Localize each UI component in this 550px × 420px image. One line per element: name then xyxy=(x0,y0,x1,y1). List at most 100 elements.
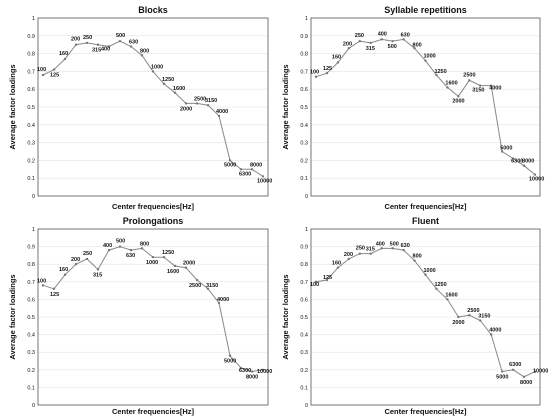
point-label: 500 xyxy=(116,33,125,39)
data-point xyxy=(446,86,449,89)
data-point xyxy=(184,266,188,269)
x-axis-label: Center frequencies[Hz] xyxy=(112,407,195,416)
data-point xyxy=(522,164,526,167)
point-label: 125 xyxy=(323,66,332,72)
y-tick-label: 0.1 xyxy=(27,176,35,182)
point-label: 800 xyxy=(413,42,422,48)
y-tick-label: 0 xyxy=(305,403,308,409)
data-point xyxy=(522,375,526,379)
y-tick-label: 0.9 xyxy=(27,245,35,251)
data-point xyxy=(129,45,133,48)
data-point xyxy=(511,368,515,371)
point-label: 500 xyxy=(388,44,397,50)
point-label: 8000 xyxy=(246,375,258,381)
y-axis-label: Average factor loadings xyxy=(8,64,17,149)
data-point xyxy=(151,255,155,259)
point-label: 6300 xyxy=(239,171,251,177)
data-point xyxy=(228,159,232,162)
data-point xyxy=(402,248,405,252)
data-point xyxy=(468,314,471,317)
data-point xyxy=(74,263,78,266)
y-tick-label: 0 xyxy=(32,194,35,200)
data-point xyxy=(369,41,372,45)
y-axis-label: Average factor loadings xyxy=(8,274,17,359)
data-point xyxy=(391,247,394,250)
point-label: 2000 xyxy=(452,320,464,326)
point-label: 315 xyxy=(93,272,102,278)
point-label: 2500 xyxy=(463,72,475,78)
point-label: 1250 xyxy=(162,77,174,83)
data-point xyxy=(533,370,537,373)
data-point xyxy=(533,173,537,176)
plot-frame xyxy=(37,17,269,197)
y-tick-label: 0.3 xyxy=(27,350,35,356)
data-point xyxy=(435,73,438,77)
data-point xyxy=(479,319,482,322)
data-point xyxy=(261,175,265,178)
y-tick-label: 0.5 xyxy=(27,105,35,111)
y-tick-label: 0.6 xyxy=(27,87,35,93)
data-point xyxy=(358,39,361,43)
y-tick-label: 0.4 xyxy=(27,333,35,339)
data-point xyxy=(129,248,133,252)
point-label: 2000 xyxy=(183,261,195,267)
point-label: 2000 xyxy=(452,98,464,104)
point-label: 250 xyxy=(83,35,92,41)
data-point xyxy=(63,57,67,61)
y-tick-label: 0.2 xyxy=(300,158,308,164)
data-point xyxy=(63,273,67,276)
data-point xyxy=(85,257,89,261)
data-point xyxy=(250,168,254,171)
data-point xyxy=(380,38,383,41)
data-point xyxy=(173,264,177,268)
point-label: 5000 xyxy=(224,162,236,168)
point-label: 1000 xyxy=(424,54,436,60)
y-tick-label: 0.3 xyxy=(300,141,308,147)
y-tick-label: 0.9 xyxy=(300,245,308,251)
data-point xyxy=(347,257,351,261)
point-label: 315 xyxy=(92,48,101,54)
point-label: 800 xyxy=(413,254,422,260)
point-label: 160 xyxy=(332,55,341,61)
point-label: 3150 xyxy=(205,98,217,104)
y-tick-label: 0.1 xyxy=(27,385,35,391)
point-label: 630 xyxy=(401,243,410,249)
data-point xyxy=(424,59,427,62)
data-point xyxy=(435,287,438,291)
point-label: 400 xyxy=(376,241,385,247)
point-label: 800 xyxy=(140,48,149,54)
data-point xyxy=(206,287,210,291)
y-tick-label: 1 xyxy=(32,16,35,22)
y-tick-label: 0 xyxy=(305,194,308,200)
data-point xyxy=(107,45,111,48)
data-point xyxy=(184,102,188,105)
point-label: 2500 xyxy=(467,308,479,314)
point-label: 250 xyxy=(356,246,365,252)
data-point xyxy=(85,41,89,45)
y-tick-label: 0.8 xyxy=(27,262,35,268)
point-label: 6300 xyxy=(239,368,251,374)
data-point xyxy=(468,79,471,82)
y-tick-label: 0.4 xyxy=(300,333,308,339)
point-label: 200 xyxy=(71,257,80,263)
data-point xyxy=(173,91,177,94)
data-point xyxy=(52,287,56,291)
y-tick-label: 1 xyxy=(305,227,308,233)
data-point xyxy=(380,247,383,250)
data-point xyxy=(151,70,155,73)
y-tick-label: 0.6 xyxy=(27,297,35,303)
series-line xyxy=(42,40,264,177)
y-tick-label: 0.2 xyxy=(27,158,35,164)
data-point xyxy=(336,266,340,269)
data-point xyxy=(162,255,166,259)
data-point xyxy=(118,245,122,248)
point-label: 125 xyxy=(50,73,59,79)
data-point xyxy=(195,102,199,105)
point-label: 630 xyxy=(129,39,138,45)
point-label: 800 xyxy=(140,241,149,247)
data-point xyxy=(96,43,100,46)
data-point xyxy=(325,278,329,282)
point-label: 5000 xyxy=(496,375,508,381)
point-label: 125 xyxy=(323,275,332,281)
data-point xyxy=(325,71,329,75)
